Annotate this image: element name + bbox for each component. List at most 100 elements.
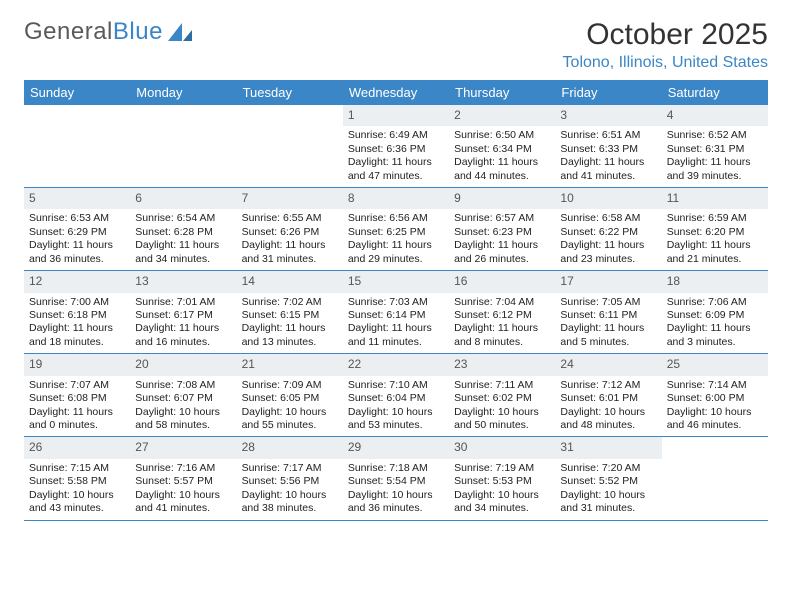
day-cell: 29Sunrise: 7:18 AMSunset: 5:54 PMDayligh… (343, 437, 449, 519)
day-number: 27 (130, 437, 236, 458)
day-number: 24 (555, 354, 661, 375)
sunrise-line: Sunrise: 7:08 AM (135, 379, 231, 392)
day-body: Sunrise: 7:06 AMSunset: 6:09 PMDaylight:… (662, 296, 768, 350)
dow-label: Wednesday (343, 80, 449, 105)
sunset-line: Sunset: 5:56 PM (242, 475, 338, 488)
day-cell: 22Sunrise: 7:10 AMSunset: 6:04 PMDayligh… (343, 354, 449, 436)
day-number: 21 (237, 354, 343, 375)
sunrise-line: Sunrise: 6:56 AM (348, 212, 444, 225)
dow-label: Friday (555, 80, 661, 105)
day-cell: 13Sunrise: 7:01 AMSunset: 6:17 PMDayligh… (130, 271, 236, 353)
daylight-line: Daylight: 11 hours and 23 minutes. (560, 239, 656, 266)
sunrise-line: Sunrise: 7:06 AM (667, 296, 763, 309)
sunrise-line: Sunrise: 7:10 AM (348, 379, 444, 392)
day-number: 10 (555, 188, 661, 209)
logo-text-1: General (24, 18, 113, 46)
daylight-line: Daylight: 11 hours and 21 minutes. (667, 239, 763, 266)
daylight-line: Daylight: 10 hours and 36 minutes. (348, 489, 444, 516)
day-body: Sunrise: 6:54 AMSunset: 6:28 PMDaylight:… (130, 212, 236, 266)
day-body: Sunrise: 7:08 AMSunset: 6:07 PMDaylight:… (130, 379, 236, 433)
day-cell: 28Sunrise: 7:17 AMSunset: 5:56 PMDayligh… (237, 437, 343, 519)
sunset-line: Sunset: 6:20 PM (667, 226, 763, 239)
day-body: Sunrise: 7:07 AMSunset: 6:08 PMDaylight:… (24, 379, 130, 433)
day-body: Sunrise: 7:11 AMSunset: 6:02 PMDaylight:… (449, 379, 555, 433)
daylight-line: Daylight: 10 hours and 50 minutes. (454, 406, 550, 433)
sunset-line: Sunset: 6:04 PM (348, 392, 444, 405)
sunset-line: Sunset: 5:54 PM (348, 475, 444, 488)
day-cell: 1Sunrise: 6:49 AMSunset: 6:36 PMDaylight… (343, 105, 449, 187)
day-body: Sunrise: 7:19 AMSunset: 5:53 PMDaylight:… (449, 462, 555, 516)
sunrise-line: Sunrise: 7:09 AM (242, 379, 338, 392)
daylight-line: Daylight: 10 hours and 46 minutes. (667, 406, 763, 433)
sunrise-line: Sunrise: 6:54 AM (135, 212, 231, 225)
daylight-line: Daylight: 10 hours and 55 minutes. (242, 406, 338, 433)
day-cell: 4 Sunrise: 6:52 AMSunset: 6:31 PMDaylight… (662, 105, 768, 187)
day-cell: 23 Sunrise: 7:11 AMSunset: 6:02 PMDayligh… (449, 354, 555, 436)
day-body: Sunrise: 7:02 AMSunset: 6:15 PMDaylight:… (237, 296, 343, 350)
sunrise-line: Sunrise: 7:12 AM (560, 379, 656, 392)
day-number: 23 (449, 354, 555, 375)
sunrise-line: Sunrise: 6:51 AM (560, 129, 656, 142)
daylight-line: Daylight: 10 hours and 41 minutes. (135, 489, 231, 516)
day-cell: 10Sunrise: 6:58 AMSunset: 6:22 PMDayligh… (555, 188, 661, 270)
calendar: SundayMondayTuesdayWednesdayThursdayFrid… (24, 80, 768, 521)
day-cell: 15Sunrise: 7:03 AMSunset: 6:14 PMDayligh… (343, 271, 449, 353)
logo-text-2: Blue (113, 18, 163, 46)
sunset-line: Sunset: 6:09 PM (667, 309, 763, 322)
sunrise-line: Sunrise: 7:15 AM (29, 462, 125, 475)
sunset-line: Sunset: 6:17 PM (135, 309, 231, 322)
sunrise-line: Sunrise: 6:58 AM (560, 212, 656, 225)
day-body: Sunrise: 6:52 AMSunset: 6:31 PMDaylight:… (662, 129, 768, 183)
sunset-line: Sunset: 6:15 PM (242, 309, 338, 322)
sunset-line: Sunset: 5:58 PM (29, 475, 125, 488)
sunrise-line: Sunrise: 7:04 AM (454, 296, 550, 309)
day-body: Sunrise: 7:01 AMSunset: 6:17 PMDaylight:… (130, 296, 236, 350)
daylight-line: Daylight: 11 hours and 8 minutes. (454, 322, 550, 349)
week-row: 26Sunrise: 7:15 AMSunset: 5:58 PMDayligh… (24, 437, 768, 520)
week-row: 5Sunrise: 6:53 AMSunset: 6:29 PMDaylight… (24, 188, 768, 271)
day-body: Sunrise: 7:09 AMSunset: 6:05 PMDaylight:… (237, 379, 343, 433)
day-cell: 25Sunrise: 7:14 AMSunset: 6:00 PMDayligh… (662, 354, 768, 436)
weeks-container: 1 Sunrise: 6:49 AMSunset: 6:36 PM Daylight… (24, 105, 768, 521)
day-cell (130, 105, 236, 187)
sunset-line: Sunset: 6:36 PM (348, 143, 444, 156)
day-number: 2 (449, 105, 555, 126)
sunset-line: Sunset: 6:07 PM (135, 392, 231, 405)
day-number: 4 (662, 105, 768, 126)
sunrise-line: Sunrise: 7:07 AM (29, 379, 125, 392)
day-cell: 26Sunrise: 7:15 AMSunset: 5:58 PMDayligh… (24, 437, 130, 519)
day-number: 3 (555, 105, 661, 126)
sunrise-line: Sunrise: 6:49 AM (348, 129, 444, 142)
sunrise-line: Sunrise: 6:53 AM (29, 212, 125, 225)
sunset-line: Sunset: 6:01 PM (560, 392, 656, 405)
daylight-line: Daylight: 11 hours and 13 minutes. (242, 322, 338, 349)
sunset-line: Sunset: 6:29 PM (29, 226, 125, 239)
daylight-line: Daylight: 11 hours and 34 minutes. (135, 239, 231, 266)
sunset-line: Sunset: 5:53 PM (454, 475, 550, 488)
day-cell: 21 Sunrise: 7:09 AMSunset: 6:05 PMDayligh… (237, 354, 343, 436)
sunset-line: Sunset: 6:00 PM (667, 392, 763, 405)
daylight-line: Daylight: 10 hours and 48 minutes. (560, 406, 656, 433)
day-body: Sunrise: 6:53 AMSunset: 6:29 PMDaylight:… (24, 212, 130, 266)
day-body: Sunrise: 7:15 AMSunset: 5:58 PMDaylight:… (24, 462, 130, 516)
day-number: 19 (24, 354, 130, 375)
day-body: Sunrise: 7:00 AMSunset: 6:18 PMDaylight:… (24, 296, 130, 350)
sunrise-line: Sunrise: 7:20 AM (560, 462, 656, 475)
day-body: Sunrise: 6:55 AMSunset: 6:26 PMDaylight:… (237, 212, 343, 266)
day-number: 9 (449, 188, 555, 209)
sunset-line: Sunset: 6:05 PM (242, 392, 338, 405)
day-number: 1 (343, 105, 449, 126)
day-number: 30 (449, 437, 555, 458)
dow-label: Monday (130, 80, 236, 105)
sunset-line: Sunset: 6:28 PM (135, 226, 231, 239)
week-row: 12Sunrise: 7:00 AMSunset: 6:18 PMDayligh… (24, 271, 768, 354)
day-body: Sunrise: 7:04 AMSunset: 6:12 PMDaylight:… (449, 296, 555, 350)
dow-label: Tuesday (237, 80, 343, 105)
day-body: Sunrise: 6:59 AMSunset: 6:20 PMDaylight:… (662, 212, 768, 266)
day-body: Sunrise: 7:12 AMSunset: 6:01 PMDaylight:… (555, 379, 661, 433)
day-cell: 5Sunrise: 6:53 AMSunset: 6:29 PMDaylight… (24, 188, 130, 270)
day-body: Sunrise: 7:20 AMSunset: 5:52 PMDaylight:… (555, 462, 661, 516)
day-cell: 24 Sunrise: 7:12 AMSunset: 6:01 PMDayligh… (555, 354, 661, 436)
daylight-line: Daylight: 11 hours and 3 minutes. (667, 322, 763, 349)
sunrise-line: Sunrise: 6:57 AM (454, 212, 550, 225)
